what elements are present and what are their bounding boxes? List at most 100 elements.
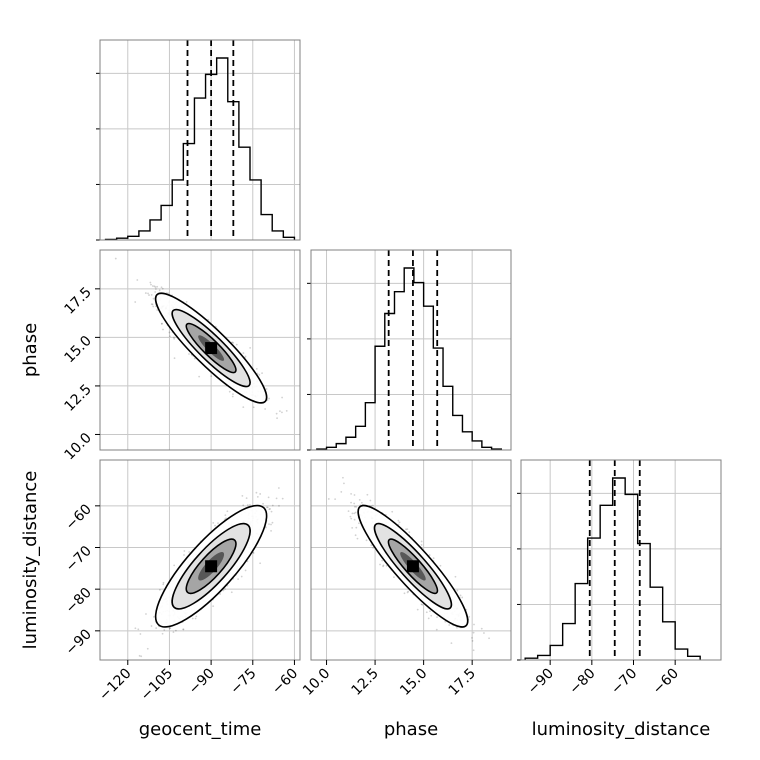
scatter-point: [193, 357, 196, 360]
x-tick-label: −105: [138, 666, 177, 705]
scatter-point: [212, 521, 215, 524]
x-tick-label: −60: [650, 666, 682, 698]
scatter-point: [365, 539, 368, 542]
scatter-point: [212, 605, 215, 608]
x-tick-label: 10.0: [300, 666, 333, 699]
scatter-point: [261, 372, 263, 375]
scatter-point: [114, 257, 117, 260]
scatter-point: [173, 336, 175, 339]
scatter-point: [259, 562, 262, 565]
y-axis-luminosity_distance: −90 −80 −70 −60: [63, 501, 100, 659]
y-tick-label: 15.0: [61, 333, 94, 366]
scatter-point: [450, 642, 453, 645]
x-tick-label: −80: [566, 666, 598, 698]
scatter-point: [435, 628, 438, 631]
scatter-point: [382, 564, 385, 567]
scatter-point: [145, 613, 147, 615]
scatter-point: [448, 624, 451, 626]
scatter-point: [281, 411, 283, 414]
scatter-point: [408, 531, 411, 534]
scatter-point: [353, 512, 356, 515]
scatter-point: [147, 292, 149, 295]
scatter-point: [230, 591, 233, 594]
y-tick-label: 17.5: [61, 284, 94, 317]
scatter-point: [271, 521, 274, 524]
y-tick-label: 10.0: [61, 430, 94, 463]
scatter-point: [270, 529, 272, 532]
scatter-point: [468, 615, 471, 618]
scatter-point: [268, 523, 270, 526]
density-peak: [406, 560, 419, 573]
scatter-point: [427, 617, 430, 620]
histogram-step: [104, 57, 296, 241]
x-axis-luminosity_distance: −90 −80 −70 −60: [525, 660, 682, 698]
scatter-point: [393, 576, 395, 579]
density-peak: [205, 560, 218, 573]
scatter-point: [354, 534, 357, 537]
y-tick-label: −70: [63, 543, 95, 575]
scatter-point: [270, 523, 272, 526]
scatter-point: [150, 625, 153, 627]
scatter-point: [242, 352, 245, 354]
scatter-point: [420, 603, 423, 606]
scatter-point: [472, 649, 475, 652]
scatter-point: [258, 373, 261, 376]
scatter-point: [351, 526, 354, 529]
scatter-point: [156, 285, 159, 288]
scatter-point: [154, 286, 157, 289]
scatter-point: [428, 554, 431, 556]
scatter-point: [162, 583, 165, 586]
scatter-point: [405, 528, 407, 531]
scatter-point: [232, 341, 235, 344]
scatter-point: [172, 631, 175, 634]
scatter-point: [150, 303, 153, 306]
scatter-point: [421, 603, 424, 606]
scatter-point: [356, 537, 359, 540]
x-axis-title: luminosity_distance: [532, 719, 711, 740]
scatter-point: [148, 294, 150, 296]
y-tick-label: −80: [63, 585, 95, 617]
x-axis-title: geocent_time: [139, 719, 262, 740]
scatter-point: [285, 409, 288, 412]
scatter-point: [391, 510, 394, 513]
scatter-point: [152, 305, 155, 308]
scatter-point: [353, 518, 356, 521]
scatter-point: [370, 544, 373, 547]
scatter-point: [264, 408, 267, 410]
scatter-point: [231, 341, 234, 344]
scatter-point: [168, 627, 171, 630]
scatter-point: [156, 309, 159, 311]
scatter-point: [224, 514, 227, 517]
scatter-point: [182, 628, 184, 631]
scatter-point: [158, 289, 161, 292]
scatter-point: [160, 286, 163, 289]
scatter-point: [169, 627, 172, 629]
scatter-point: [262, 502, 264, 505]
scatter-point: [353, 505, 356, 508]
panel-frame: [99, 39, 301, 241]
histogram-panel-phase: [307, 249, 512, 451]
scatter-point: [353, 494, 356, 496]
scatter-point: [347, 510, 350, 513]
scatter-point: [334, 498, 337, 501]
scatter-point: [168, 331, 171, 334]
scatter-point: [228, 390, 231, 393]
scatter-point: [173, 564, 176, 567]
scatter-point: [151, 285, 154, 287]
scatter-point: [224, 588, 227, 590]
scatter-point: [355, 526, 358, 529]
scatter-point: [406, 591, 409, 594]
scatter-point: [183, 550, 186, 552]
scatter-point: [369, 499, 372, 502]
scatter-point: [226, 510, 229, 513]
scatter-point: [188, 551, 191, 553]
scatter-point: [237, 578, 240, 581]
scatter-point: [429, 610, 431, 613]
scatter-point: [188, 353, 190, 355]
scatter-point: [134, 627, 137, 630]
scatter-point: [219, 593, 222, 595]
scatter-point: [366, 493, 369, 496]
scatter-point: [480, 627, 483, 630]
scatter-point: [139, 633, 142, 635]
scatter-point: [150, 283, 152, 286]
